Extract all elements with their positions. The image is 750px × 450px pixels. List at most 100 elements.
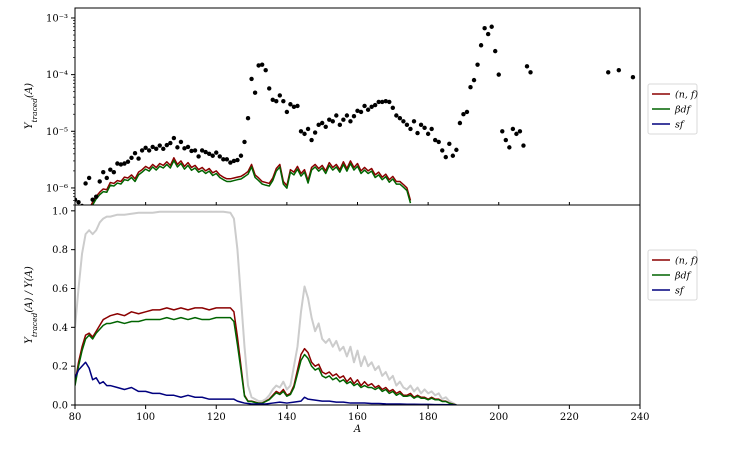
total-yield-point — [146, 148, 152, 153]
bottom-panel: 0.0 0.2 0.4 0.6 0.8 1.0 80 100 120 140 160 180 200 2… — [24, 204, 650, 435]
total-yield-point — [510, 126, 516, 132]
total-yield-point — [309, 137, 314, 143]
top-series-line-bdf — [91, 159, 412, 205]
total-yield-point — [302, 131, 307, 137]
total-yield-point — [348, 119, 353, 124]
total-yield-point — [157, 143, 162, 148]
total-yield-point — [305, 126, 311, 132]
bottom-x-tick-label: 200 — [489, 412, 508, 423]
total-yield-point — [316, 122, 321, 128]
total-yield-point — [319, 120, 325, 126]
total-yield-point — [478, 43, 484, 48]
total-yield-point — [281, 98, 286, 104]
total-yield-point — [323, 124, 328, 129]
total-yield-point — [118, 162, 124, 167]
total-yield-point — [327, 117, 332, 122]
total-yield-point — [168, 140, 173, 146]
bottom-x-tick-label: 180 — [419, 412, 438, 423]
total-yield-point — [122, 161, 127, 166]
total-yield-point — [108, 167, 113, 172]
total-yield-point — [189, 148, 194, 154]
total-yield-point — [450, 153, 456, 158]
total-yield-point — [461, 112, 466, 117]
bottom-y-tick-label: 1.0 — [52, 206, 68, 217]
total-yield-point — [468, 85, 473, 90]
total-yield-point — [245, 116, 251, 121]
total-yield-point — [471, 77, 477, 83]
total-yield-point — [457, 120, 463, 126]
legend-box — [647, 83, 698, 135]
total-yield-point — [217, 154, 222, 159]
total-yield-point — [178, 139, 184, 145]
total-yield-point — [132, 151, 138, 156]
total-yield-point — [267, 86, 272, 91]
bottom-y-tick-label: 0.6 — [52, 284, 68, 295]
total-yield-point — [249, 76, 254, 82]
bottom-x-tick-label: 220 — [560, 412, 579, 423]
total-yield-point — [355, 108, 360, 113]
total-yield-point — [606, 70, 611, 75]
total-yield-point — [284, 109, 290, 115]
total-yield-point — [365, 107, 371, 112]
total-yield-point — [390, 105, 396, 110]
total-yield-point — [422, 125, 427, 131]
total-yield-point — [221, 157, 226, 162]
top-y-axis-label: Ytraced(A) — [24, 83, 39, 129]
total-yield-point — [500, 129, 505, 134]
bottom-y-axis-label: Ytraced(A) / Y(A) — [24, 266, 39, 344]
bottom-plot-frame — [74, 204, 641, 406]
bottom-series-line-nf — [75, 307, 457, 405]
total-yield-point — [115, 161, 120, 166]
total-yield-point — [489, 24, 494, 29]
bottom-series-line-sf — [75, 361, 457, 405]
total-yield-point — [80, 203, 85, 205]
total-yield-point — [182, 146, 187, 151]
total-yield-point — [432, 137, 438, 143]
total-yield-point — [164, 142, 170, 148]
total-yield-point — [387, 99, 392, 105]
total-yield-point — [161, 146, 166, 152]
total-yield-point — [616, 67, 622, 73]
total-yield-point — [298, 129, 304, 134]
total-yield-point — [224, 157, 230, 162]
total-yield-point — [517, 129, 523, 134]
total-yield-point — [503, 137, 509, 143]
bottom-x-tick-label: 80 — [69, 412, 82, 423]
total-yield-point — [380, 99, 385, 105]
total-yield-point — [496, 72, 501, 77]
total-yield-point — [277, 93, 283, 98]
total-yield-point — [344, 113, 350, 118]
total-yield-point — [288, 102, 293, 107]
total-yield-point — [238, 153, 244, 158]
bottom-x-tick-label: 100 — [136, 412, 155, 423]
total-yield-point — [429, 126, 434, 132]
total-yield-point — [83, 181, 88, 186]
top-y-tick-label: 10⁻⁴ — [46, 70, 68, 81]
total-yield-point — [199, 148, 205, 153]
top-legend: (n, f) βdf sf — [647, 83, 698, 135]
total-yield-point — [447, 141, 452, 147]
total-yield-point — [97, 179, 102, 184]
total-yield-point — [482, 26, 487, 31]
bottom-x-tick-label: 120 — [207, 412, 226, 423]
total-yield-point — [454, 147, 459, 153]
total-yield-point — [228, 160, 233, 165]
top-y-tick-label: 10⁻⁶ — [46, 183, 68, 194]
total-yield-point — [372, 102, 378, 108]
total-yield-point — [425, 131, 431, 137]
total-yield-point — [312, 130, 318, 135]
bottom-y-tick-label: 0.0 — [52, 401, 68, 412]
total-yield-point — [93, 194, 99, 199]
total-yield-point — [341, 117, 346, 122]
total-yield-point — [76, 200, 81, 205]
total-yield-point — [475, 62, 480, 67]
legend-label: sf — [675, 119, 685, 130]
top-y-tick-label: 10⁻⁵ — [46, 127, 68, 138]
top-series-line-nf — [90, 157, 412, 205]
total-yield-point — [150, 144, 155, 150]
total-yield-point — [75, 197, 78, 202]
total-yield-point — [334, 113, 339, 118]
total-yield-point — [274, 98, 279, 104]
total-yield-point — [485, 31, 491, 37]
